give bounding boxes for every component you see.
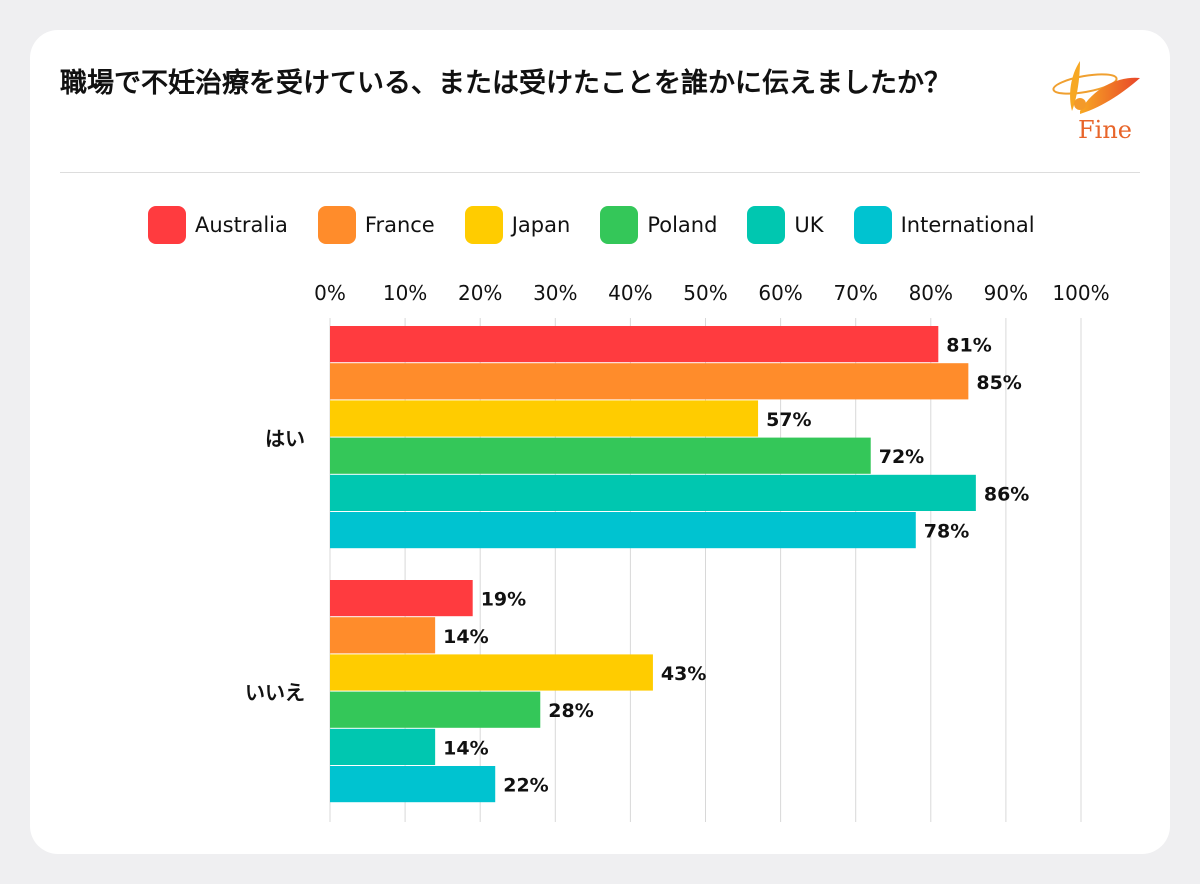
x-tick-label: 0% bbox=[314, 281, 346, 305]
data-label: 57% bbox=[766, 409, 811, 431]
data-label: 28% bbox=[548, 700, 593, 722]
x-tick-label: 40% bbox=[608, 281, 652, 305]
x-tick-label: 10% bbox=[383, 281, 427, 305]
legend-item: Poland bbox=[600, 206, 717, 244]
legend-swatch bbox=[747, 206, 786, 244]
legend-label: Australia bbox=[195, 213, 288, 237]
category-label: いいえ bbox=[245, 681, 305, 705]
data-label: 22% bbox=[503, 775, 548, 797]
legend-swatch bbox=[853, 206, 892, 244]
svg-text:Fine: Fine bbox=[1078, 116, 1132, 144]
bar bbox=[330, 654, 653, 691]
data-label: 81% bbox=[946, 335, 991, 357]
bar bbox=[330, 617, 436, 654]
x-tick-label: 70% bbox=[833, 281, 877, 305]
category-label: はい bbox=[265, 427, 305, 451]
data-label: 19% bbox=[481, 589, 526, 611]
legend-swatch bbox=[600, 206, 639, 244]
data-label: 72% bbox=[879, 446, 924, 468]
legend-item: International bbox=[853, 206, 1035, 244]
bar bbox=[330, 691, 541, 728]
x-tick-label: 30% bbox=[533, 281, 577, 305]
legend-item: France bbox=[317, 206, 435, 244]
legend-item: Australia bbox=[148, 206, 288, 244]
bar bbox=[330, 474, 976, 511]
legend-label: Japan bbox=[511, 213, 571, 237]
divider bbox=[60, 172, 1140, 173]
data-label: 14% bbox=[443, 737, 488, 759]
legend: Australia France Japan Poland UK Internationa… bbox=[148, 206, 1065, 244]
legend-swatch bbox=[148, 206, 186, 244]
data-label: 78% bbox=[924, 521, 969, 543]
x-tick-label: 50% bbox=[683, 281, 727, 305]
legend-label: UK bbox=[794, 213, 824, 237]
legend-swatch bbox=[317, 206, 356, 244]
x-tick-label: 80% bbox=[909, 281, 953, 305]
bar bbox=[330, 400, 759, 437]
x-tick-label: 90% bbox=[984, 281, 1028, 305]
bar bbox=[330, 580, 473, 617]
bar bbox=[330, 437, 871, 474]
legend-label: International bbox=[900, 213, 1035, 237]
data-label: 43% bbox=[661, 663, 706, 685]
bar bbox=[330, 363, 969, 400]
x-tick-label: 20% bbox=[458, 281, 502, 305]
legend-swatch bbox=[464, 206, 503, 244]
x-tick-label: 60% bbox=[758, 281, 802, 305]
data-label: 14% bbox=[443, 626, 488, 648]
bar bbox=[330, 728, 436, 765]
fine-logo: Fine bbox=[1052, 61, 1140, 144]
x-tick-label: 100% bbox=[1052, 281, 1109, 305]
bar bbox=[330, 512, 916, 549]
data-label: 85% bbox=[976, 372, 1021, 394]
bar bbox=[330, 766, 496, 803]
legend-label: France bbox=[364, 213, 435, 237]
legend-label: Poland bbox=[647, 213, 718, 237]
chart-title: 職場で不妊治療を受けている、または受けたことを誰かに伝えましたか？ bbox=[60, 68, 951, 99]
bar bbox=[330, 326, 939, 363]
legend-item: UK bbox=[747, 206, 824, 244]
legend-item: Japan bbox=[464, 206, 571, 244]
data-label: 86% bbox=[984, 483, 1029, 505]
